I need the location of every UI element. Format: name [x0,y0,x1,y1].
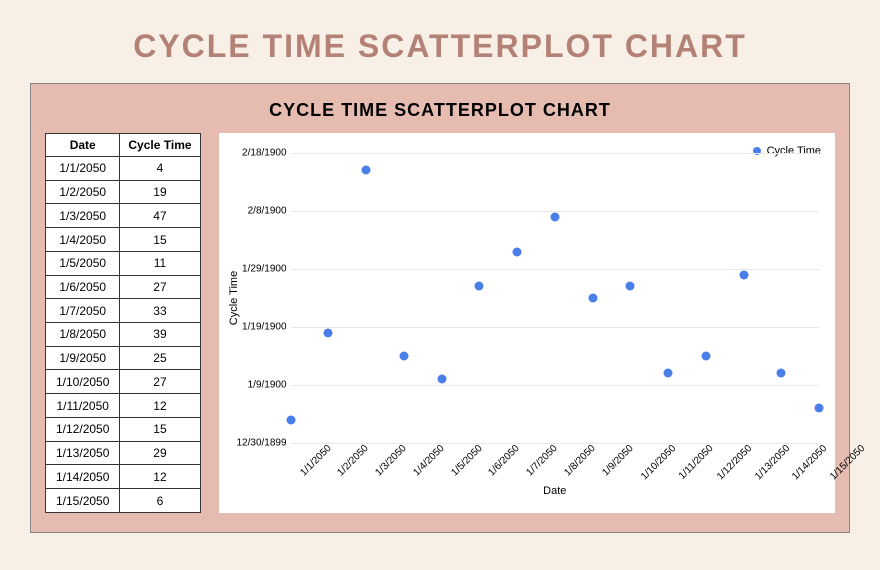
scatter-point [815,404,824,413]
scatter-point [664,369,673,378]
table-cell-date: 1/10/2050 [46,370,120,394]
table-header-cycletime: Cycle Time [120,134,200,157]
x-tick-label: 1/3/2050 [373,443,408,478]
table-row: 1/1/20504 [46,157,201,181]
scatter-point [324,328,333,337]
scatter-point [701,352,710,361]
table-header-date: Date [46,134,120,157]
table-cell-cycletime: 12 [120,394,200,418]
grid-line [291,153,819,154]
table-cell-date: 1/14/2050 [46,465,120,489]
table-cell-cycletime: 47 [120,204,200,228]
scatter-point [437,375,446,384]
x-tick-label: 1/4/2050 [411,443,446,478]
table-cell-cycletime: 15 [120,417,200,441]
table-cell-date: 1/1/2050 [46,157,120,181]
table-cell-cycletime: 29 [120,441,200,465]
x-tick-label: 1/10/2050 [639,443,678,482]
scatter-point [626,282,635,291]
x-axis: Date 1/1/20501/2/20501/3/20501/4/20501/5… [291,443,819,495]
x-tick-label: 1/1/2050 [298,443,333,478]
table-cell-date: 1/9/2050 [46,346,120,370]
y-tick-label: 2/18/1900 [242,148,287,159]
table-cell-date: 1/6/2050 [46,275,120,299]
table-row: 1/13/205029 [46,441,201,465]
y-tick-label: 1/19/1900 [242,322,287,333]
x-tick-label: 1/6/2050 [487,443,522,478]
x-tick-label: 1/9/2050 [600,443,635,478]
table-cell-cycletime: 39 [120,323,200,347]
scatter-point [286,415,295,424]
y-axis: 12/30/18991/9/19001/19/19001/29/19002/8/… [239,153,291,443]
scatter-point [739,270,748,279]
x-tick-label: 1/12/2050 [715,443,754,482]
table-cell-date: 1/8/2050 [46,323,120,347]
table-row: 1/6/205027 [46,275,201,299]
x-tick-label: 1/13/2050 [753,443,792,482]
chart-panel: CYCLE TIME SCATTERPLOT CHART Date Cycle … [30,83,850,533]
table-cell-cycletime: 33 [120,299,200,323]
scatter-point [550,212,559,221]
table-cell-date: 1/4/2050 [46,228,120,252]
table-row: 1/5/205011 [46,251,201,275]
table-cell-cycletime: 27 [120,275,200,299]
y-tick-label: 1/9/1900 [248,380,287,391]
table-row: 1/10/205027 [46,370,201,394]
scatter-point [588,294,597,303]
table-cell-cycletime: 12 [120,465,200,489]
table-cell-cycletime: 15 [120,228,200,252]
table-cell-cycletime: 6 [120,489,200,513]
scatter-point [513,247,522,256]
scatter-chart: Cycle Time Cycle Time 12/30/18991/9/1900… [219,133,835,513]
table-row: 1/11/205012 [46,394,201,418]
scatter-point [777,369,786,378]
data-table: Date Cycle Time 1/1/205041/2/2050191/3/2… [45,133,201,513]
scatter-point [362,166,371,175]
table-cell-date: 1/13/2050 [46,441,120,465]
table-row: 1/15/20506 [46,489,201,513]
table-cell-date: 1/12/2050 [46,417,120,441]
table-row: 1/2/205019 [46,180,201,204]
x-tick-label: 1/8/2050 [562,443,597,478]
table-cell-cycletime: 25 [120,346,200,370]
scatter-point [475,282,484,291]
x-tick-label: 1/15/2050 [828,443,867,482]
grid-line [291,327,819,328]
x-tick-label: 1/7/2050 [524,443,559,478]
x-tick-label: 1/14/2050 [790,443,829,482]
table-cell-cycletime: 4 [120,157,200,181]
x-tick-label: 1/2/2050 [336,443,371,478]
table-cell-cycletime: 11 [120,251,200,275]
table-cell-date: 1/2/2050 [46,180,120,204]
table-row: 1/12/205015 [46,417,201,441]
content-row: Date Cycle Time 1/1/205041/2/2050191/3/2… [45,133,835,513]
scatter-point [399,352,408,361]
table-cell-date: 1/3/2050 [46,204,120,228]
table-row: 1/9/205025 [46,346,201,370]
x-tick-label: 1/11/2050 [677,443,716,482]
table-row: 1/8/205039 [46,323,201,347]
table-row: 1/14/205012 [46,465,201,489]
table-cell-cycletime: 19 [120,180,200,204]
x-axis-label: Date [291,485,819,497]
table-cell-date: 1/5/2050 [46,251,120,275]
grid-line [291,385,819,386]
x-tick-label: 1/5/2050 [449,443,484,478]
table-row: 1/7/205033 [46,299,201,323]
table-cell-date: 1/7/2050 [46,299,120,323]
grid-line [291,269,819,270]
y-tick-label: 2/8/1900 [248,206,287,217]
page-title: CYCLE TIME SCATTERPLOT CHART [0,0,880,83]
table-cell-date: 1/11/2050 [46,394,120,418]
table-header-row: Date Cycle Time [46,134,201,157]
table-cell-date: 1/15/2050 [46,489,120,513]
chart-title: CYCLE TIME SCATTERPLOT CHART [45,100,835,121]
table-cell-cycletime: 27 [120,370,200,394]
table-row: 1/4/205015 [46,228,201,252]
y-tick-label: 1/29/1900 [242,264,287,275]
y-tick-label: 12/30/1899 [236,438,286,449]
plot-region [291,153,819,443]
table-row: 1/3/205047 [46,204,201,228]
